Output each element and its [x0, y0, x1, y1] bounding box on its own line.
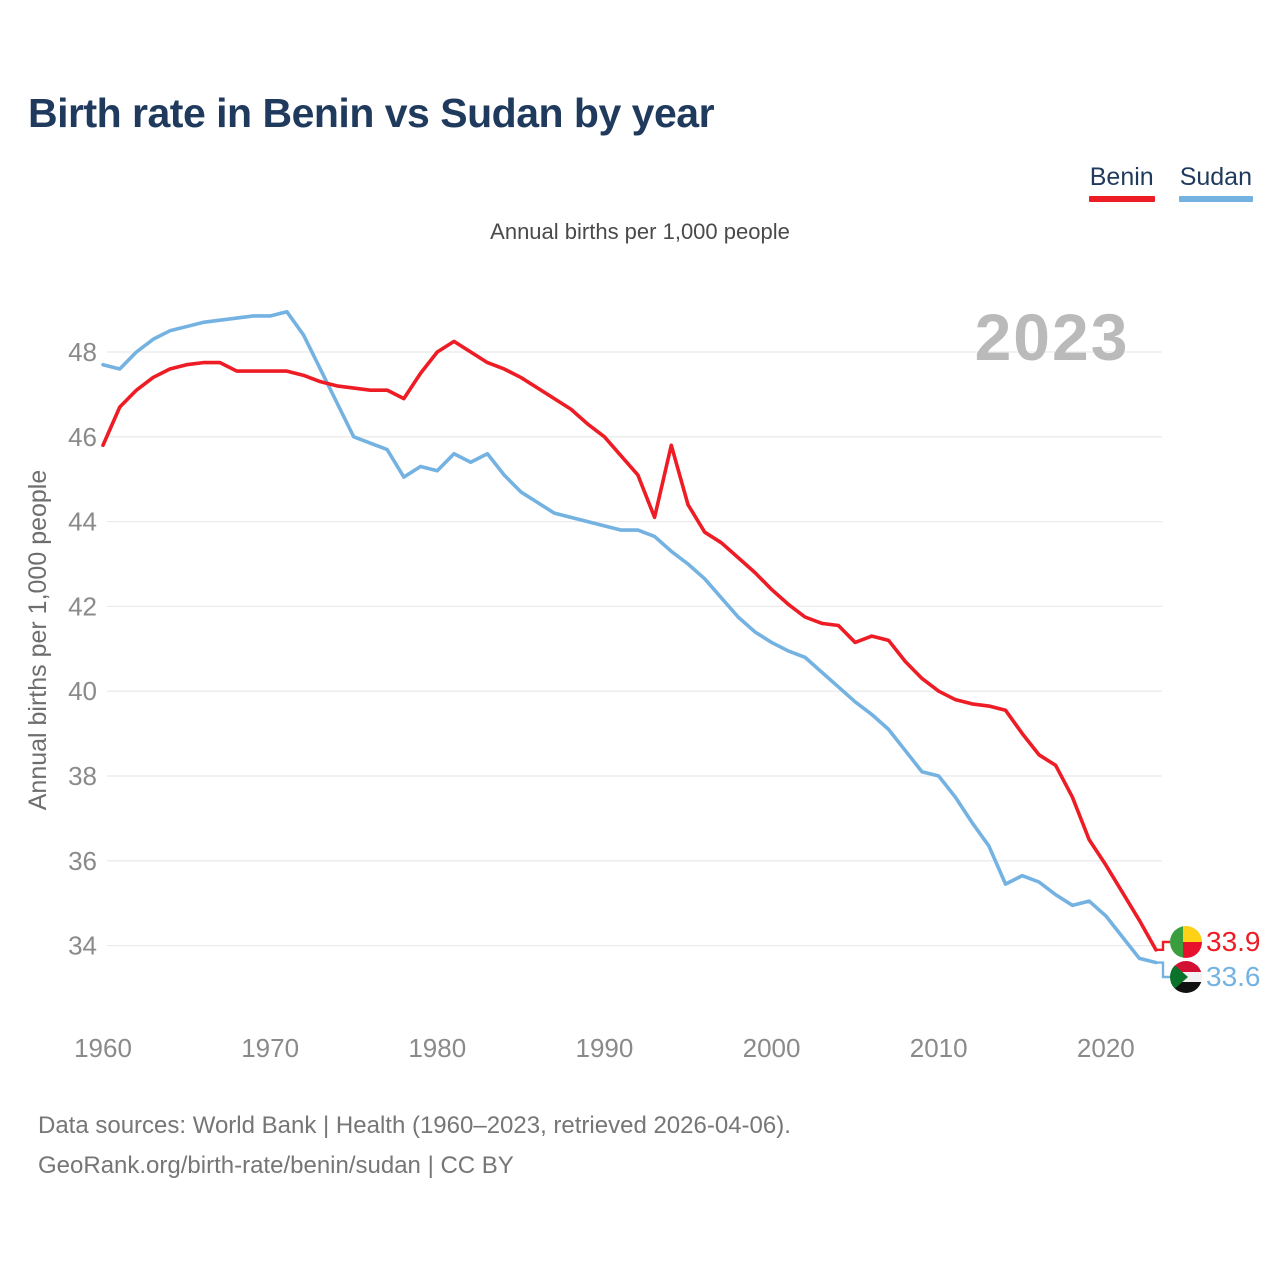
footer-sources: Data sources: World Bank | Health (1960–…	[38, 1112, 791, 1139]
benin-flag-icon	[1170, 926, 1202, 958]
y-axis-title: Annual births per 1,000 people	[24, 470, 52, 811]
legend-item-benin[interactable]: Benin	[1088, 163, 1155, 202]
x-tick-label: 2000	[743, 1033, 801, 1063]
y-tick-label: 44	[68, 507, 97, 537]
chart-subtitle: Annual births per 1,000 people	[490, 219, 790, 244]
series-line-sudan[interactable]	[101, 309, 1158, 965]
watermark-year: 2023	[975, 300, 1130, 374]
benin-end-connector	[1155, 940, 1170, 952]
y-tick-label: 38	[68, 761, 97, 791]
sudan-end-value: 33.6	[1206, 961, 1261, 992]
legend-swatch-benin	[1088, 196, 1155, 202]
footer-attribution: GeoRank.org/birth-rate/benin/sudan | CC …	[38, 1152, 514, 1179]
series-line-benin[interactable]	[101, 339, 1158, 952]
legend-label-benin: Benin	[1089, 163, 1154, 191]
x-tick-label: 2010	[910, 1033, 968, 1063]
y-tick-label: 40	[68, 676, 97, 706]
legend: Benin Sudan	[1088, 163, 1253, 202]
sudan-end-connector	[1155, 961, 1170, 979]
x-tick-label: 1970	[241, 1033, 299, 1063]
x-tick-label: 2020	[1077, 1033, 1135, 1063]
y-tick-label: 48	[68, 337, 97, 367]
sudan-flag-icon	[1170, 961, 1202, 993]
y-tick-label: 46	[68, 422, 97, 452]
y-tick-label: 34	[68, 931, 97, 961]
y-tick-label: 36	[68, 846, 97, 876]
y-tick-label: 42	[68, 591, 97, 621]
legend-label-sudan: Sudan	[1179, 163, 1252, 191]
legend-swatch-sudan	[1178, 196, 1253, 202]
x-tick-label: 1960	[74, 1033, 132, 1063]
page-title: Birth rate in Benin vs Sudan by year	[28, 90, 715, 136]
legend-item-sudan[interactable]: Sudan	[1178, 163, 1253, 202]
x-tick-label: 1990	[575, 1033, 633, 1063]
x-tick-label: 1980	[408, 1033, 466, 1063]
footer: Data sources: World Bank | Health (1960–…	[38, 1106, 791, 1186]
benin-end-value: 33.9	[1206, 926, 1261, 957]
